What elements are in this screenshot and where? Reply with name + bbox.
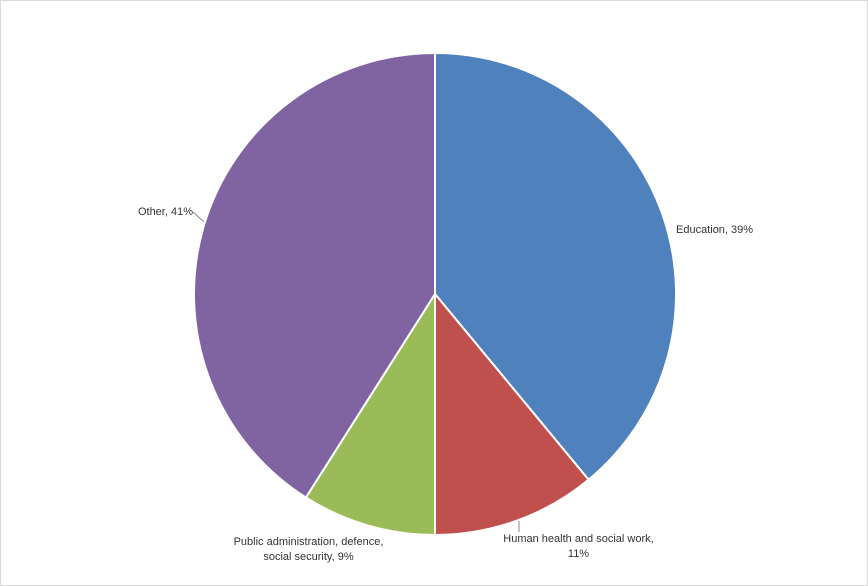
- pie-slice: [434, 291, 591, 537]
- leader-line: [192, 211, 205, 223]
- data-label: Public administration, defence, social s…: [233, 536, 384, 563]
- pie-slice: [193, 51, 436, 499]
- pie-slice: [304, 290, 436, 537]
- pie-slice: [434, 51, 677, 482]
- data-label: Other, 41%: [137, 206, 193, 218]
- data-label: Education, 39%: [676, 224, 754, 236]
- data-label: Human health and social work, 11%: [503, 533, 654, 560]
